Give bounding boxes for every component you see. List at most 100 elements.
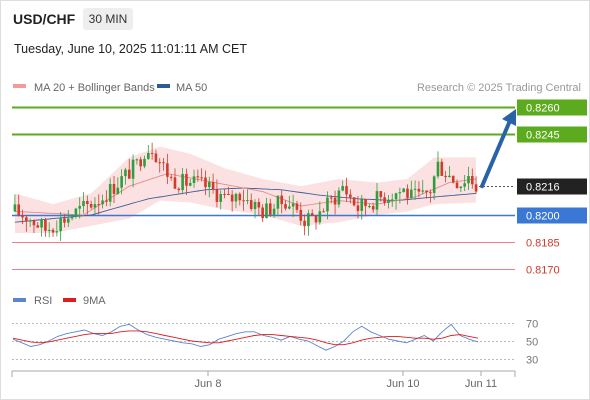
candle-body [288, 206, 291, 209]
candle-body [120, 176, 123, 188]
ma20-line [14, 173, 477, 216]
candle-body [188, 182, 192, 186]
candle-body [463, 183, 466, 187]
ma50-legend-label: MA 50 [176, 82, 207, 94]
target-level-tag [517, 99, 587, 116]
candle-body [211, 182, 215, 190]
candle-body [318, 211, 322, 223]
candle-body [169, 176, 173, 178]
candle-body [36, 225, 40, 228]
candle-body [93, 204, 97, 208]
candle-body [116, 187, 120, 194]
candle-body [158, 162, 162, 164]
candle-body [272, 208, 276, 215]
candle-body [253, 201, 257, 209]
candle-body [470, 176, 474, 185]
candle-body [421, 190, 425, 192]
candle-body [322, 211, 325, 213]
candle-body [432, 176, 436, 194]
candle-body [192, 176, 196, 183]
candle-body [230, 194, 234, 202]
candle-body [444, 175, 447, 178]
candle-body [398, 192, 402, 194]
candle-body [459, 186, 463, 189]
candle-body [310, 213, 314, 216]
candle-body [28, 220, 32, 222]
candle-body [47, 229, 51, 231]
candle-body [390, 199, 394, 201]
ma50-legend-swatch [157, 84, 170, 88]
candle-body [364, 199, 367, 207]
candle-body [86, 201, 89, 205]
candle-body [379, 191, 383, 198]
pivot-level-label: 0.8200 [526, 211, 560, 223]
candle-body [185, 173, 188, 186]
candle-body [234, 193, 238, 202]
candle-body [242, 200, 245, 202]
candle-body [51, 229, 55, 233]
candle-body [207, 182, 211, 188]
x-tick-label: Jun 11 [465, 378, 497, 390]
rsi-tick-label: 30 [526, 355, 538, 367]
symbol-title: USD/CHF [13, 11, 76, 27]
ma9-legend-swatch [63, 298, 76, 302]
candle-body [368, 206, 371, 208]
candle-body [246, 200, 249, 202]
candle-body [139, 159, 142, 167]
projection-arrow-head [502, 109, 516, 126]
candle-body [276, 195, 280, 209]
candle-body [394, 193, 398, 200]
candle-body [127, 169, 131, 179]
rsi-tick-label: 50 [526, 337, 538, 349]
candle-body [21, 215, 24, 218]
candle-body [131, 159, 135, 179]
candle-body [417, 188, 421, 192]
x-tick-label: Jun 8 [195, 378, 222, 390]
candle-body [97, 204, 101, 206]
candle-body [261, 207, 264, 219]
ma20-legend-label: MA 20 + Bollinger Bands [34, 82, 155, 94]
candle-body [173, 177, 177, 189]
timeframe-badge[interactable]: 30 MIN [83, 8, 133, 30]
target-level-label: 0.8245 [526, 130, 560, 142]
candle-body [303, 220, 306, 227]
candle-body [25, 217, 28, 222]
candle-body [89, 204, 93, 208]
candle-body [55, 231, 59, 233]
timestamp: Tuesday, June 10, 2025 11:01:11 AM CET [14, 42, 248, 56]
candle-body [70, 216, 74, 219]
support-level-label: 0.8170 [526, 265, 560, 277]
candle-body [341, 186, 344, 191]
candle-body [32, 220, 36, 226]
candle-body [249, 200, 253, 209]
candle-body [143, 158, 146, 167]
candle-body [196, 176, 200, 178]
candle-body [356, 205, 360, 211]
candle-body [474, 184, 478, 192]
candle-body [177, 188, 181, 191]
ma9-legend-label: 9MA [83, 295, 106, 307]
candle-body [448, 175, 451, 178]
chart-header: USD/CHF 30 MIN [1, 1, 589, 35]
candle-body [467, 176, 470, 184]
candle-body [299, 209, 303, 221]
9ma-line [12, 330, 479, 346]
candle-body [74, 208, 78, 217]
support-level-label: 0.8185 [526, 238, 560, 250]
candle-body [82, 201, 85, 207]
x-tick-label: Jun 10 [386, 378, 419, 390]
candle-body [451, 175, 455, 183]
candle-body [284, 204, 287, 209]
rsi-legend-label: RSI [34, 295, 52, 307]
candle-body [329, 197, 333, 199]
candle-body [265, 203, 268, 219]
candle-body [215, 189, 219, 202]
target-level-tag [517, 126, 587, 143]
candle-body [124, 169, 127, 177]
candle-body [360, 199, 364, 211]
candle-body [13, 204, 17, 212]
candle-body [66, 218, 70, 223]
candle-body [383, 197, 386, 203]
